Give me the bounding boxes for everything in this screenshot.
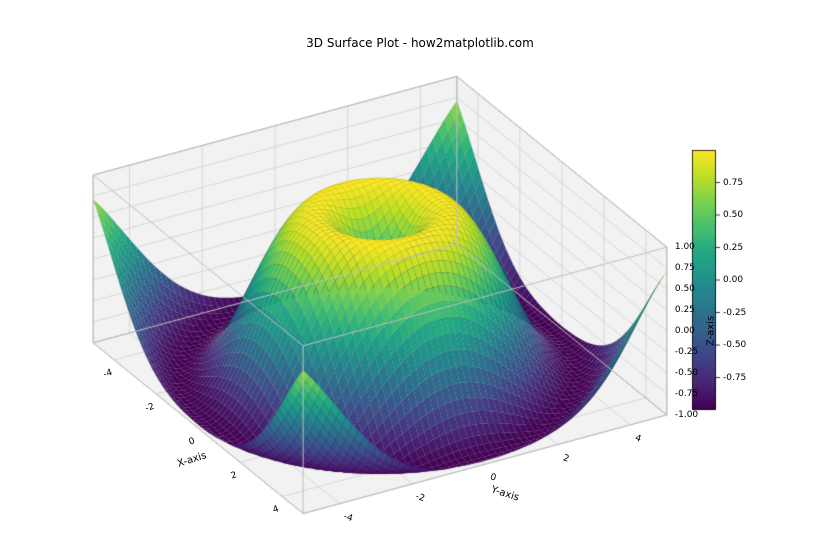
surface-plot-canvas [0,0,840,560]
colorbar-tick: 0.00 [723,275,743,285]
tick-label: -0.25 [675,347,698,357]
tick-label: 0.00 [675,326,695,336]
tick-label: 0.75 [675,263,695,273]
tick-label: 1.00 [675,242,695,252]
tick-label: -0.50 [675,368,698,378]
colorbar-tick: -0.75 [723,373,746,383]
z-axis-label: Z-axis [705,316,716,346]
tick-label: 0.25 [675,305,695,315]
chart-title: 3D Surface Plot - how2matplotlib.com [0,36,840,50]
colorbar-tick: 0.25 [723,243,743,253]
tick-label: -0.75 [675,389,698,399]
colorbar-tick: 0.75 [723,178,743,188]
colorbar-tick: -0.50 [723,340,746,350]
colorbar-tick: 0.50 [723,210,743,220]
tick-label: -1.00 [675,410,698,420]
tick-label: 0.50 [675,284,695,294]
colorbar-tick: -0.25 [723,308,746,318]
